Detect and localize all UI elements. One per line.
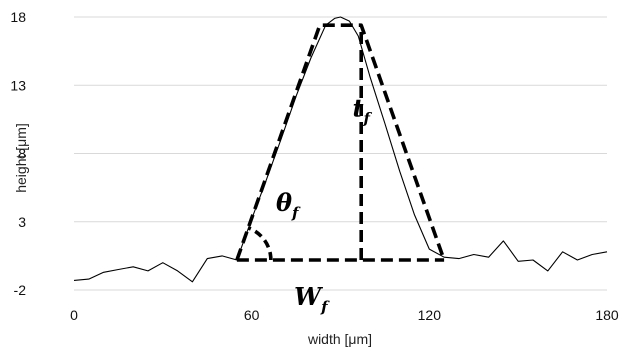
dashed-trapezoid-line xyxy=(235,23,446,261)
annotation-label: Wf xyxy=(294,282,330,316)
annotations: θf tf Wf xyxy=(276,94,373,316)
y-tick-labels: -2 3 8 13 18 xyxy=(10,9,26,298)
y-tick-label: -2 xyxy=(14,282,27,298)
annotation-label: tf xyxy=(352,94,372,128)
angle-arc xyxy=(247,226,273,261)
profile-line xyxy=(73,16,608,283)
x-tick-label: 0 xyxy=(70,307,78,323)
x-axis-label: width [μm] xyxy=(307,331,372,347)
x-tick-label: 60 xyxy=(244,307,260,323)
gridlines xyxy=(74,16,607,291)
series-group xyxy=(73,16,608,283)
x-tick-label: 120 xyxy=(418,307,442,323)
x-tick-labels: 0 60 120 180 xyxy=(70,307,619,323)
y-tick-label: 3 xyxy=(18,214,26,230)
y-axis-label: height [μm] xyxy=(13,123,29,193)
y-tick-label: 8 xyxy=(18,146,26,162)
x-tick-label: 180 xyxy=(595,307,619,323)
y-tick-label: 13 xyxy=(10,77,26,93)
y-tick-label: 18 xyxy=(10,9,26,25)
angle-arc-group xyxy=(247,226,273,261)
annotation-label: θf xyxy=(276,188,301,222)
